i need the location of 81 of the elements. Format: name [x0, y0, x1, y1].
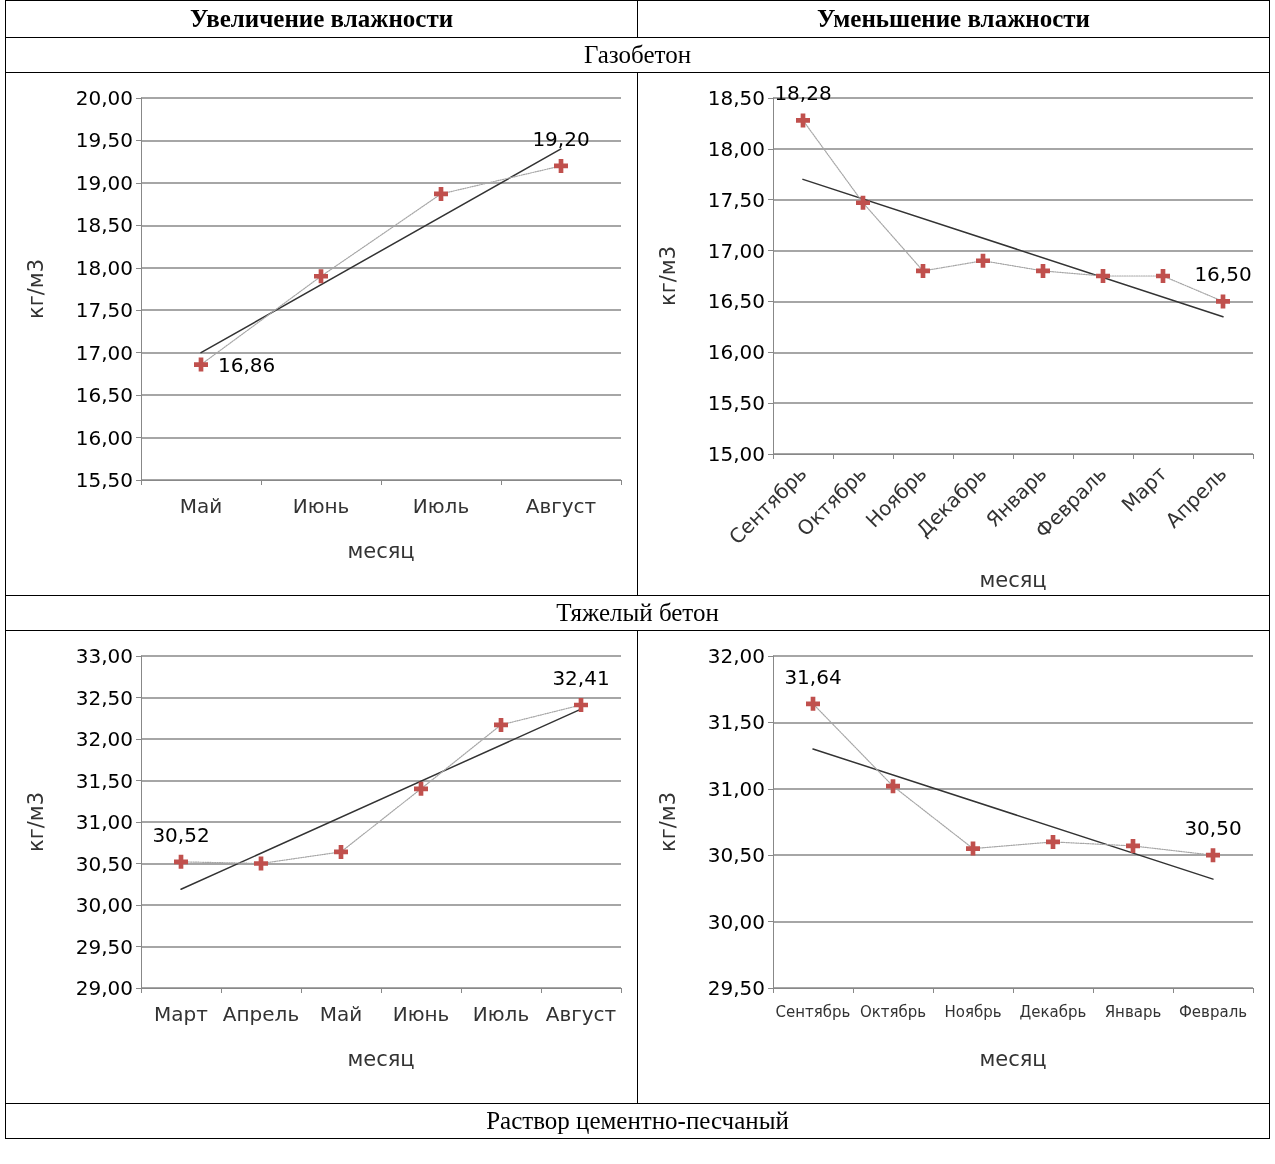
y-axis-title: кг/м3: [23, 259, 48, 319]
data-label: 30,50: [1184, 816, 1242, 841]
x-tick-label: Июль: [472, 1002, 530, 1026]
x-tick-label: Июнь: [292, 494, 350, 518]
x-tick-label: Ноябрь: [944, 1002, 1002, 1021]
y-tick-label: 19,00: [75, 170, 133, 195]
point: [1206, 848, 1220, 863]
chart-title: Уменьшение влажности: [637, 0, 1270, 38]
chart-subtitle: Газобетон: [5, 37, 1270, 73]
y-tick-label: 32,00: [707, 644, 765, 668]
y-tick-label: 18,00: [707, 136, 765, 161]
y-axis-title: кг/м3: [23, 792, 48, 852]
point: [806, 696, 820, 711]
y-tick-label: 17,50: [75, 298, 133, 323]
y-tick-label: 16,50: [707, 289, 765, 314]
x-axis-title: месяц: [347, 538, 415, 563]
point: [856, 195, 870, 210]
y-tick-label: 15,50: [707, 391, 765, 416]
chart-subtitle: Тяжелый бетон: [5, 595, 1270, 631]
y-axis-title: кг/м3: [655, 246, 680, 306]
y-tick-label: 18,50: [75, 213, 133, 238]
y-tick-label: 30,00: [707, 909, 765, 934]
data-label: 16,86: [218, 352, 276, 377]
x-axis-title: месяц: [979, 567, 1047, 592]
y-tick-label: 30,50: [75, 851, 133, 876]
data-label: 19,20: [532, 126, 590, 151]
y-tick-label: 19,50: [75, 128, 133, 153]
point: [1216, 294, 1230, 309]
data-label: 30,52: [152, 822, 210, 847]
y-tick-label: 32,50: [75, 685, 133, 710]
y-tick-label: 29,00: [75, 976, 133, 1000]
point: [966, 841, 980, 856]
y-tick-label: 16,00: [707, 340, 765, 365]
point: [976, 253, 990, 268]
y-tick-label: 32,00: [75, 727, 133, 751]
point: [194, 357, 208, 372]
x-tick-label: Сентябрь: [775, 1002, 851, 1021]
x-tick-label: Март: [154, 1002, 209, 1026]
y-tick-label: 16,50: [75, 383, 133, 408]
chart-title: Увеличение влажности: [5, 0, 638, 38]
y-tick-label: 29,50: [707, 976, 765, 1000]
x-tick-label: Январь: [1104, 1002, 1162, 1021]
x-tick-label: Октябрь: [859, 1002, 927, 1021]
point: [796, 113, 810, 128]
x-axis-title: месяц: [979, 1046, 1047, 1071]
y-tick-label: 30,00: [75, 893, 133, 917]
y-tick-label: 31,50: [707, 710, 765, 735]
data-label: 31,64: [784, 664, 842, 689]
y-axis-title: кг/м3: [655, 792, 680, 852]
x-tick-label: Август: [545, 1002, 617, 1026]
y-tick-label: 15,00: [707, 442, 765, 466]
y-tick-label: 31,50: [75, 768, 133, 793]
y-tick-label: 17,50: [707, 187, 765, 212]
x-axis-title: месяц: [347, 1046, 415, 1071]
x-tick-label: Июнь: [392, 1002, 450, 1026]
x-tick-label: Май: [319, 1002, 363, 1026]
y-tick-label: 29,50: [75, 934, 133, 959]
point: [254, 856, 268, 871]
y-tick-label: 18,50: [707, 86, 765, 110]
y-tick-label: 31,00: [75, 810, 133, 834]
data-label: 18,28: [774, 81, 832, 106]
data-label: 32,41: [552, 665, 610, 690]
y-tick-label: 16,00: [75, 425, 133, 450]
x-tick-label: Август: [525, 494, 597, 518]
data-label: 16,50: [1194, 262, 1252, 287]
x-tick-label: Июль: [412, 494, 470, 518]
y-tick-label: 17,00: [75, 340, 133, 365]
y-tick-label: 20,00: [75, 86, 133, 110]
x-tick-label: Май: [179, 494, 223, 518]
y-tick-label: 33,00: [75, 644, 133, 668]
y-tick-label: 31,00: [707, 776, 765, 801]
x-tick-label: Декабрь: [1019, 1002, 1087, 1021]
y-tick-label: 17,00: [707, 238, 765, 263]
text: Раствор цементно-песчаный: [5, 1103, 1270, 1139]
y-tick-label: 18,00: [75, 255, 133, 280]
point: [314, 269, 328, 284]
point: [414, 781, 428, 796]
x-tick-label: Февраль: [1178, 1002, 1248, 1021]
y-tick-label: 15,50: [75, 468, 133, 492]
y-tick-label: 30,50: [707, 843, 765, 868]
x-tick-label: Апрель: [222, 1002, 300, 1026]
